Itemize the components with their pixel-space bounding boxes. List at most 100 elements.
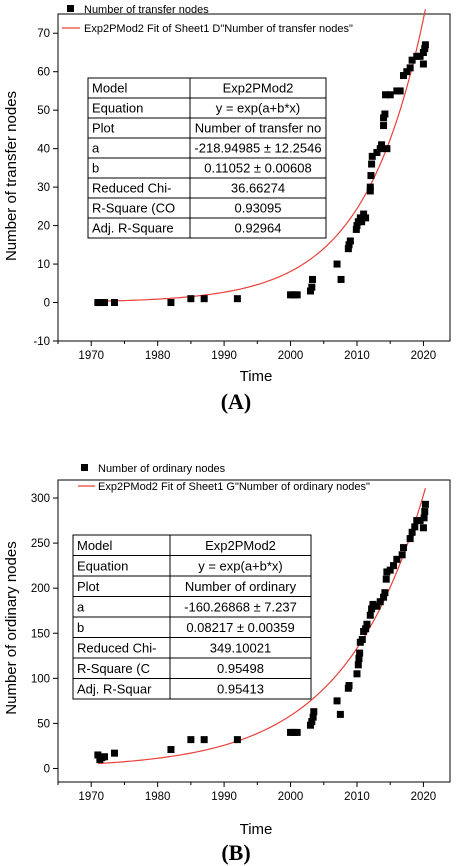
panel-a-y-tick-label-60: 60 <box>37 67 50 79</box>
panel-a-data-point <box>380 114 388 122</box>
panel-b-y-tick-label-0: 0 <box>44 763 50 775</box>
panel-a-stats-table-value: -218.94985 ± 12.2546 <box>194 140 321 155</box>
panel-b-data-point <box>406 535 414 543</box>
panel-a-data-point <box>366 183 374 191</box>
panel-a-data-point <box>187 295 195 303</box>
panel-b-x-axis-title: Time <box>240 821 273 838</box>
panel-a-y-tick-label--10: -10 <box>33 336 50 348</box>
panel-a-label: (A) <box>221 389 252 414</box>
panel-b-y-axis-title: Number of ordinary nodes <box>3 541 20 714</box>
panel-a-plot-area-frame <box>57 13 451 342</box>
panel-a-data-point <box>358 218 366 226</box>
panel-a-x-tick-label-1970: 1970 <box>78 350 104 362</box>
panel-b-plot-area-frame <box>57 479 451 783</box>
panel-a-y-tick-label-40: 40 <box>37 144 50 156</box>
panel-a-stats-table-key: Equation <box>92 100 143 115</box>
panel-a-data-point <box>383 145 391 153</box>
panel-b-x-tick-label-1990: 1990 <box>211 791 237 803</box>
panel-a-data-point <box>386 91 394 99</box>
panel-b-plot: 1970 1980 1990 2000 2010 2020 0 50 100 150 200 250 3… <box>31 488 436 803</box>
panel-b-data-point <box>366 611 374 619</box>
panel-a-data-point <box>419 48 427 56</box>
panel-b-stats-table-key: Model <box>77 538 113 553</box>
panel-b-data-point <box>416 517 424 525</box>
panel-b-data-point <box>308 718 316 726</box>
panel-b-stats-table-key: Plot <box>77 579 100 594</box>
panel-a-data-point <box>381 110 389 118</box>
panel-a-legend-point-swatch <box>67 5 74 12</box>
panel-a-data-point <box>367 172 375 180</box>
panel-b-data-point <box>309 713 317 721</box>
panel-b-data-point <box>398 551 406 559</box>
panel-a-data-point <box>333 260 341 268</box>
panel-b-data-point <box>399 544 407 552</box>
panel-a-data-point <box>345 241 353 249</box>
panel-b-data-point <box>376 598 384 606</box>
panel-b-y-tick-label-250: 250 <box>31 538 50 550</box>
panel-a-y-tick-label-50: 50 <box>37 105 50 117</box>
panel-a-stats-table-key: Reduced Chi- <box>92 180 172 195</box>
panel-a-data-point <box>396 87 404 95</box>
panel-a-data-point <box>399 72 407 80</box>
panel-a-data-point <box>376 145 384 153</box>
panel-a-data-point <box>167 299 175 307</box>
panel-b-data-point <box>373 602 381 610</box>
panel-a-data-point <box>344 245 352 253</box>
panel-a-data-point <box>233 295 241 303</box>
panel-a-stats-table-value: 0.93095 <box>235 200 282 215</box>
panel-a-x-tick-label-2020: 2020 <box>411 350 437 362</box>
panel-a-legend: Number of transfer nodes Exp2PMod2 Fit o… <box>62 4 353 35</box>
panel-a-data-point <box>293 291 301 299</box>
panel-a-data-point <box>368 160 376 168</box>
panel-b-label: (B) <box>221 840 250 865</box>
panel-a-stats-table-value: y = exp(a+b*x) <box>216 100 301 115</box>
panel-a-data-point <box>308 275 316 283</box>
panel-b-fit-curve <box>97 488 426 765</box>
panel-a-data-point <box>406 64 414 72</box>
panel-b-x-tick-label-1970: 1970 <box>78 791 104 803</box>
panel-a-y-tick-label-70: 70 <box>37 28 50 40</box>
panel-a-chart: 1970 1980 1990 2000 2010 2020 -10 0 10 20 30 40 50 60… <box>3 4 451 414</box>
panel-b-y-tick-label-100: 100 <box>31 673 50 685</box>
panel-b-stats-table-value: Exp2PMod2 <box>205 538 276 553</box>
panel-b-data-point <box>353 670 361 678</box>
panel-a-data-point <box>110 299 118 307</box>
panel-b-data-point <box>363 620 371 628</box>
panel-b-data-point <box>354 661 362 669</box>
panel-a-stats-table-key: Plot <box>92 120 115 135</box>
panel-a-y-tick-label-0: 0 <box>44 298 50 310</box>
panel-a-data-point <box>403 68 411 76</box>
panel-b-data-point <box>101 753 109 761</box>
panel-a-data-point <box>101 299 109 307</box>
panel-b-stats-table-value: -160.26868 ± 7.237 <box>184 599 297 614</box>
panel-b-data-point <box>369 600 377 608</box>
panel-a-stats-table-value: 36.66274 <box>231 180 285 195</box>
panel-b-y-tick-label-50: 50 <box>37 718 50 730</box>
panel-a-data-point <box>306 287 314 295</box>
panel-b-data-point <box>382 575 390 583</box>
panel-a-stats-table-value: 0.92964 <box>235 220 282 235</box>
panel-a-stats-table: Model Exp2PMod2 Equation y = exp(a+b*x) Plot… <box>87 77 327 239</box>
panel-a-data-point <box>419 60 427 68</box>
panel-b-data-point <box>358 636 366 644</box>
panel-a-y-tick-label-10: 10 <box>37 259 50 271</box>
panel-b-data-point <box>356 649 364 657</box>
panel-b-stats-table-key: Adj. R-Squar <box>77 681 152 696</box>
panel-a-stats-table-key: b <box>92 160 99 175</box>
panel-b-stats-table-key: b <box>77 620 84 635</box>
panel-a-x-axis-title: Time <box>240 368 273 385</box>
panel-b-data-point <box>393 555 401 563</box>
panel-b-y-tick-label-150: 150 <box>31 628 50 640</box>
panel-b-data-point <box>411 523 419 531</box>
panel-b-data-point <box>419 524 427 532</box>
panel-b-data-point <box>310 708 318 716</box>
panel-b-data-point <box>333 697 341 705</box>
panel-b-data-point <box>408 528 416 536</box>
panel-a-x-tick-label-2010: 2010 <box>344 350 370 362</box>
panel-b-data-point <box>110 749 118 757</box>
panel-a-data-point <box>356 214 364 222</box>
panel-b-data-point <box>345 682 353 690</box>
panel-a-data-point <box>380 122 388 130</box>
panel-a-data-point <box>368 152 376 160</box>
